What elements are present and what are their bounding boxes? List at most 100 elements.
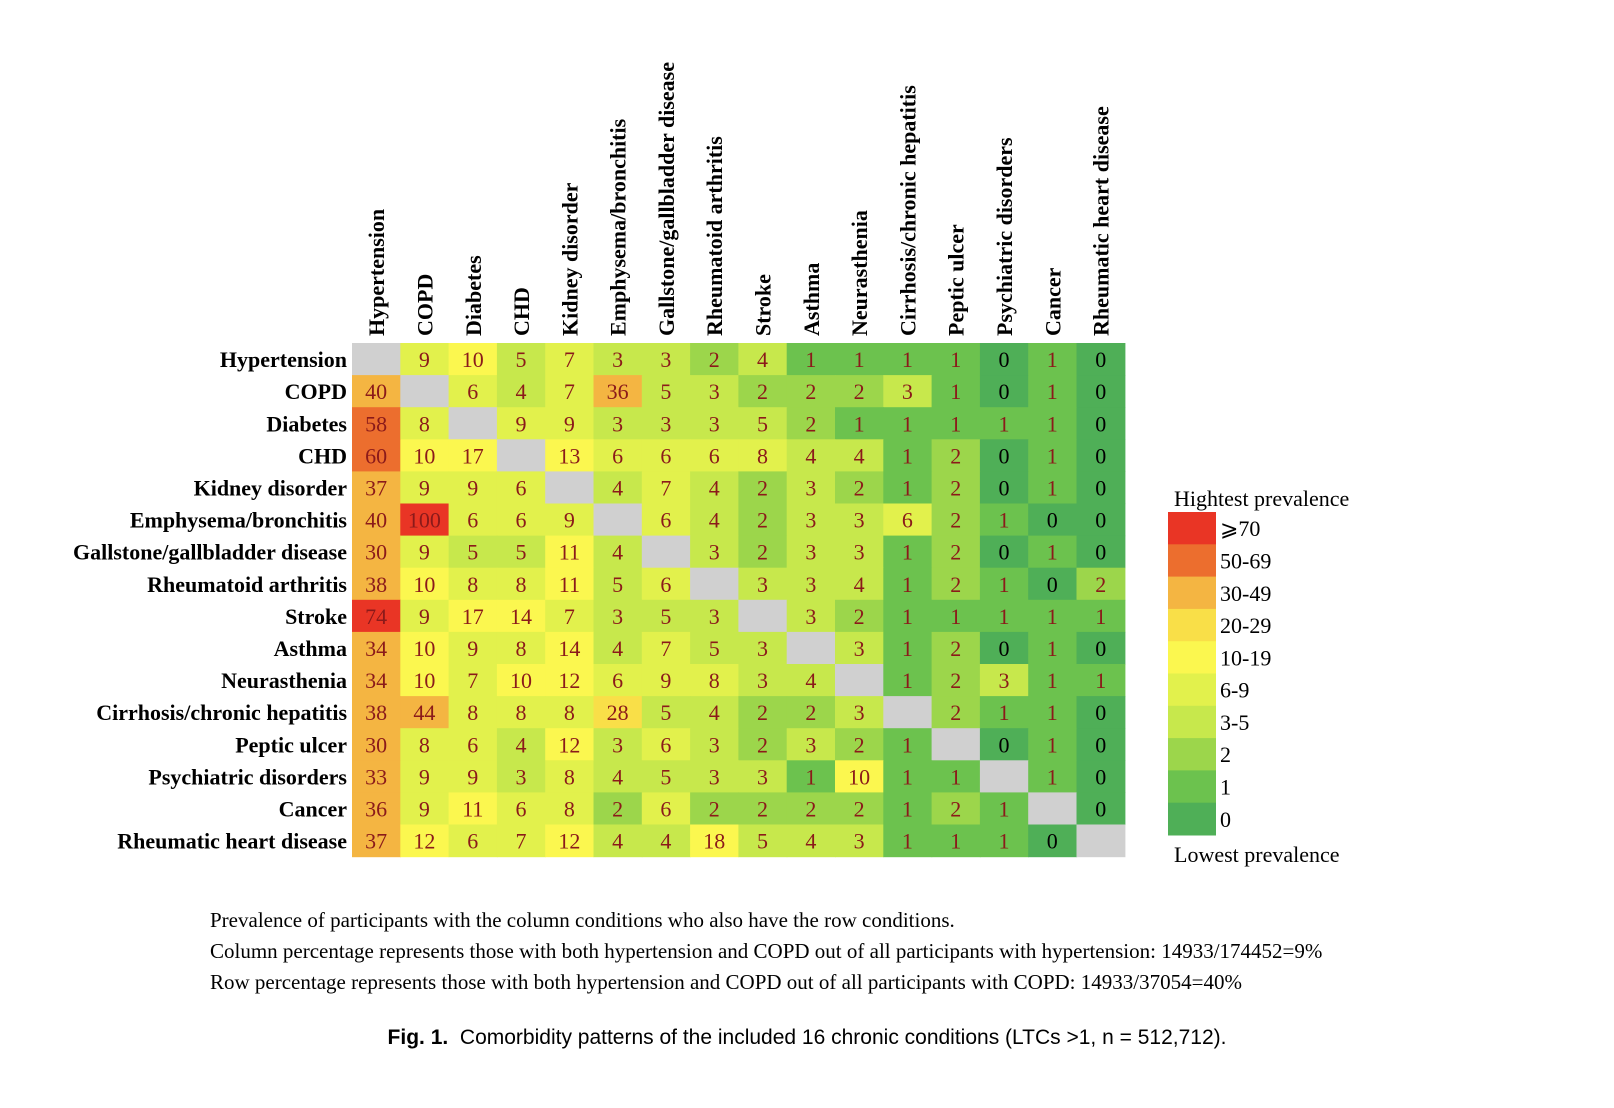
row-label: Cirrhosis/chronic hepatitis	[96, 700, 347, 725]
heatmap-cell	[979, 599, 1029, 633]
heatmap-cell	[352, 728, 401, 761]
heatmap-cell	[448, 664, 498, 697]
cell-value-label: 7	[564, 604, 575, 629]
column-labels: Hypertension COPD Diabetes CHD Kidney disord…	[364, 62, 1114, 336]
cell-value-label: 34	[365, 668, 387, 693]
heatmap-cell	[738, 696, 788, 729]
cell-value-label: 0	[1095, 508, 1106, 533]
cell-value-label: 9	[467, 636, 478, 661]
cell-value-label: 2	[757, 379, 768, 404]
cell-value-label: 9	[467, 475, 478, 500]
cell-value-label: 8	[564, 797, 575, 822]
row-label: Hypertension	[220, 347, 347, 372]
cell-value-label: 1	[805, 347, 816, 372]
heatmap-cell	[786, 599, 836, 633]
cell-value-label: 3	[709, 764, 720, 789]
cell-value-label: 1	[1047, 411, 1058, 436]
column-label: Gallstone/gallbladder disease	[654, 62, 679, 336]
heatmap-cell	[641, 439, 691, 472]
column-label: COPD	[412, 274, 437, 336]
cell-value-label: 1	[1047, 764, 1058, 789]
heatmap-cell	[593, 407, 643, 440]
heatmap-cell	[593, 375, 643, 408]
cell-value-label: 0	[1047, 572, 1058, 597]
cell-value-label: 3	[709, 540, 720, 565]
heatmap-cell	[1028, 407, 1078, 440]
legend-swatch	[1168, 802, 1216, 836]
heatmap-cell	[979, 824, 1029, 858]
heatmap-cell	[786, 439, 836, 472]
cell-value-label: 8	[419, 411, 430, 436]
legend-swatch	[1168, 673, 1216, 707]
cell-value-label: 3	[516, 764, 527, 789]
note-line-1: Prevalence of participants with the colu…	[210, 908, 955, 932]
heatmap-cell	[545, 375, 595, 408]
cell-value-label: 40	[365, 379, 387, 404]
cell-value-label: 5	[660, 764, 671, 789]
heatmap-cell	[448, 824, 498, 858]
cell-value-label: 1	[805, 764, 816, 789]
heatmap-cell	[835, 375, 884, 408]
heatmap-cell	[545, 696, 595, 729]
cell-value-label: 0	[1095, 475, 1106, 500]
column-label: Psychiatric disorders	[992, 137, 1017, 336]
heatmap-cell	[496, 535, 546, 569]
row-label: Rheumatic heart disease	[117, 829, 347, 854]
cell-value-label: 5	[757, 829, 768, 854]
heatmap-cell	[931, 696, 981, 729]
cell-value-label: 9	[419, 347, 430, 372]
heatmap-cell	[931, 471, 981, 505]
cell-value-label: 10	[413, 636, 435, 661]
heatmap-cell	[883, 824, 933, 858]
heatmap-cell-diagonal	[931, 728, 981, 761]
legend-bin-label: 1	[1220, 775, 1231, 800]
cell-value-label: 0	[1095, 347, 1106, 372]
heatmap-cell	[786, 696, 836, 729]
cell-value-label: 1	[854, 411, 865, 436]
cell-value-label: 3	[612, 604, 623, 629]
heatmap-cell	[979, 631, 1029, 665]
row-label: Gallstone/gallbladder disease	[73, 540, 347, 565]
heatmap-cell	[593, 471, 643, 505]
heatmap-cell	[593, 696, 643, 729]
cell-value-label: 38	[365, 700, 387, 725]
cell-value-label: 6	[467, 508, 478, 533]
heatmap-cell	[931, 599, 981, 633]
heatmap-cell	[400, 535, 450, 569]
cell-value-label: 14	[558, 636, 580, 661]
heatmap-cell	[352, 696, 401, 729]
cell-value-label: 4	[709, 700, 720, 725]
heatmap-cell	[496, 343, 546, 376]
cell-value-label: 10	[413, 443, 435, 468]
heatmap-cell	[835, 760, 884, 793]
heatmap-cell	[400, 439, 450, 472]
cell-value-label: 1	[902, 636, 913, 661]
cell-value-label: 8	[709, 668, 720, 693]
cell-value-label: 6	[660, 732, 671, 757]
cell-value-label: 1	[902, 668, 913, 693]
cell-value-label: 0	[1095, 540, 1106, 565]
cell-value-label: 7	[564, 347, 575, 372]
heatmap-cell	[690, 439, 739, 472]
heatmap-cell	[786, 503, 836, 537]
cell-value-label: 4	[709, 508, 720, 533]
heatmap-cell	[1076, 792, 1126, 826]
cell-value-label: 4	[854, 443, 865, 468]
heatmap-cell	[786, 375, 836, 408]
cell-value-label: 36	[607, 379, 629, 404]
cell-value-label: 6	[467, 829, 478, 854]
heatmap-cell	[545, 439, 595, 472]
heatmap-cell	[690, 631, 739, 665]
cell-value-label: 2	[805, 797, 816, 822]
heatmap-cell	[786, 535, 836, 569]
column-label: Cancer	[1040, 267, 1065, 336]
cell-value-label: 1	[1047, 732, 1058, 757]
legend-swatch	[1168, 641, 1216, 674]
heatmap-cell	[690, 792, 739, 826]
cell-value-label: 1	[1047, 668, 1058, 693]
cell-value-label: 1	[950, 347, 961, 372]
cell-value-label: 0	[1095, 636, 1106, 661]
legend-bin-label: 3-5	[1220, 710, 1249, 735]
heatmap-cell	[641, 375, 691, 408]
cell-value-label: 33	[365, 764, 387, 789]
